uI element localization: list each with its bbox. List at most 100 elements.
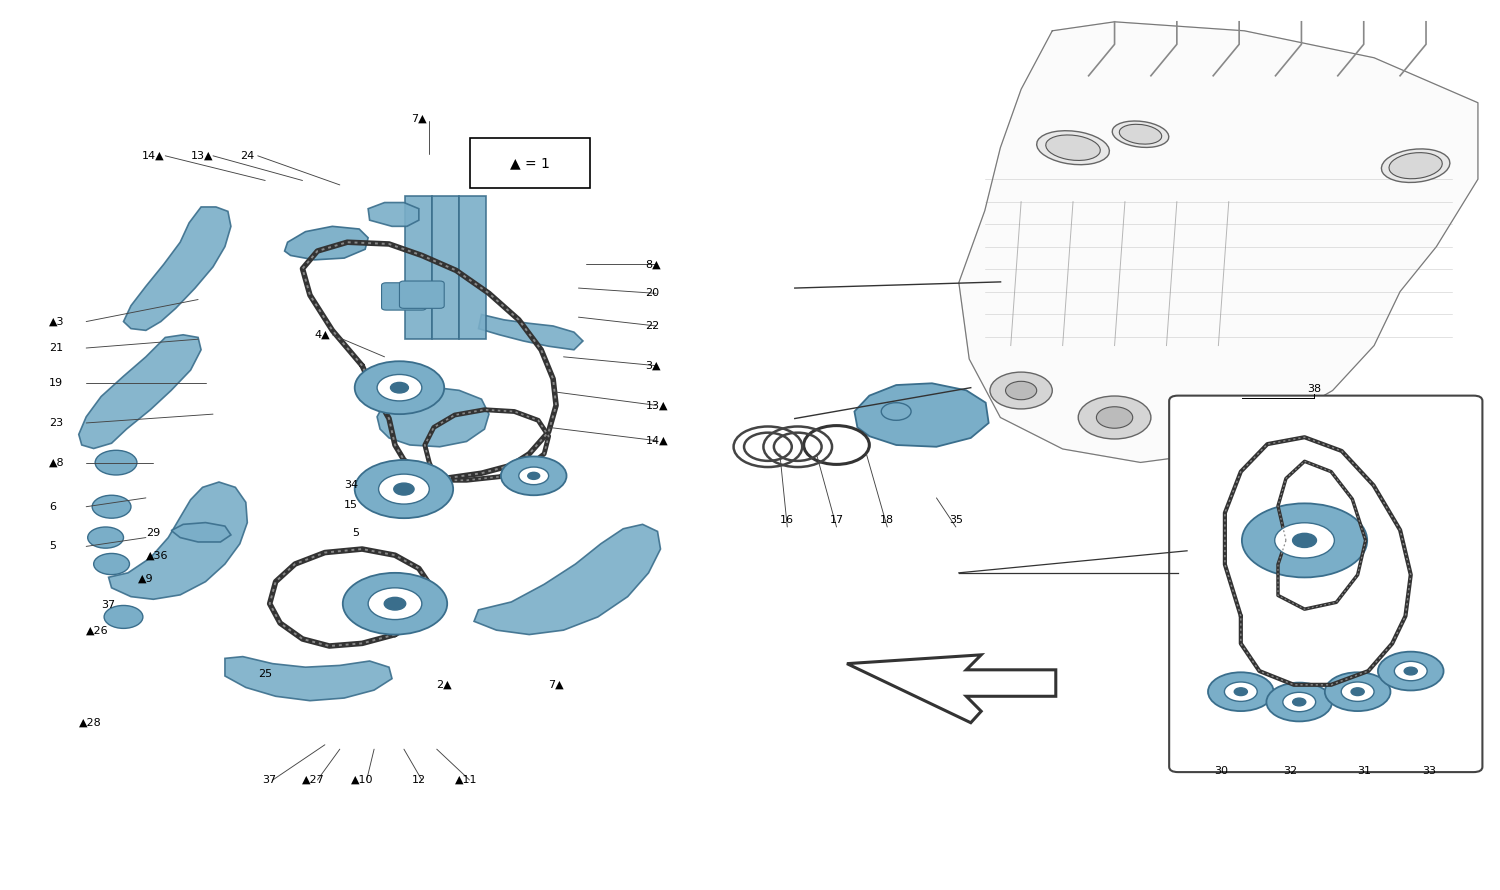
- Circle shape: [384, 597, 405, 610]
- Text: 14▲: 14▲: [645, 435, 668, 446]
- Text: 4▲: 4▲: [315, 330, 330, 340]
- Circle shape: [1005, 381, 1036, 400]
- Text: 19: 19: [50, 378, 63, 388]
- Ellipse shape: [1046, 135, 1101, 160]
- Circle shape: [354, 361, 444, 414]
- Text: 20: 20: [645, 288, 660, 298]
- Circle shape: [92, 495, 130, 518]
- Ellipse shape: [1382, 149, 1450, 182]
- Circle shape: [1178, 417, 1239, 454]
- Circle shape: [1234, 688, 1248, 696]
- Text: 13▲: 13▲: [192, 150, 214, 161]
- Circle shape: [94, 450, 136, 475]
- Circle shape: [378, 474, 429, 504]
- Text: 35: 35: [950, 515, 963, 525]
- Polygon shape: [855, 384, 988, 447]
- Circle shape: [1282, 692, 1316, 712]
- Circle shape: [528, 473, 540, 480]
- Text: ▲3: ▲3: [50, 317, 64, 327]
- Polygon shape: [225, 657, 392, 700]
- Text: 38: 38: [1306, 384, 1322, 394]
- Circle shape: [87, 527, 123, 548]
- Text: 24: 24: [240, 150, 255, 161]
- Polygon shape: [459, 197, 486, 339]
- Circle shape: [1078, 396, 1150, 439]
- FancyBboxPatch shape: [470, 138, 591, 188]
- Circle shape: [1293, 533, 1317, 547]
- Circle shape: [1266, 683, 1332, 722]
- Polygon shape: [478, 314, 584, 350]
- Circle shape: [1275, 522, 1335, 558]
- Polygon shape: [285, 226, 368, 260]
- Circle shape: [390, 383, 408, 393]
- Text: 21: 21: [50, 343, 63, 353]
- Text: 3▲: 3▲: [645, 360, 662, 370]
- Polygon shape: [171, 522, 231, 542]
- Text: ▲28: ▲28: [78, 717, 102, 728]
- Text: 14▲: 14▲: [142, 150, 165, 161]
- Circle shape: [990, 372, 1053, 409]
- Text: ▲27: ▲27: [302, 775, 324, 785]
- Text: 25: 25: [258, 669, 273, 679]
- Ellipse shape: [1389, 153, 1443, 179]
- Text: ▲8: ▲8: [50, 457, 64, 467]
- Circle shape: [1324, 672, 1390, 711]
- Circle shape: [368, 587, 422, 619]
- Circle shape: [93, 554, 129, 575]
- Circle shape: [1096, 407, 1132, 428]
- Text: ▲26: ▲26: [86, 625, 109, 635]
- Ellipse shape: [1036, 131, 1110, 165]
- Polygon shape: [474, 524, 660, 635]
- FancyBboxPatch shape: [381, 283, 426, 310]
- Circle shape: [344, 573, 447, 635]
- Polygon shape: [123, 207, 231, 330]
- Text: 5: 5: [351, 528, 358, 538]
- Circle shape: [104, 605, 142, 628]
- FancyBboxPatch shape: [399, 281, 444, 308]
- Text: 32: 32: [1282, 766, 1298, 776]
- Polygon shape: [376, 387, 489, 447]
- Text: 18: 18: [880, 515, 894, 525]
- Text: ▲11: ▲11: [456, 775, 478, 785]
- Circle shape: [1395, 661, 1426, 681]
- Text: ▲36: ▲36: [146, 550, 168, 560]
- Text: ▲ = 1: ▲ = 1: [510, 156, 550, 170]
- Text: 34: 34: [345, 480, 358, 490]
- Text: 37: 37: [262, 775, 276, 785]
- Text: 8▲: 8▲: [645, 259, 662, 270]
- Polygon shape: [958, 21, 1478, 463]
- Circle shape: [376, 375, 422, 400]
- Circle shape: [1404, 668, 1417, 675]
- Text: 2▲: 2▲: [436, 680, 451, 690]
- Text: 16: 16: [780, 515, 795, 525]
- Text: ▲9: ▲9: [138, 574, 154, 584]
- Text: 33: 33: [1422, 766, 1436, 776]
- Text: 23: 23: [50, 418, 63, 428]
- Circle shape: [1352, 688, 1364, 696]
- Text: 6: 6: [50, 502, 55, 512]
- Circle shape: [1341, 682, 1374, 701]
- Text: 30: 30: [1215, 766, 1228, 776]
- Circle shape: [1208, 672, 1274, 711]
- Polygon shape: [108, 482, 248, 599]
- Circle shape: [1192, 426, 1224, 445]
- Ellipse shape: [1119, 125, 1161, 144]
- Polygon shape: [78, 335, 201, 449]
- Ellipse shape: [1112, 121, 1168, 148]
- Text: 29: 29: [146, 528, 160, 538]
- Text: 12: 12: [413, 775, 426, 785]
- Circle shape: [1242, 504, 1366, 578]
- Circle shape: [1224, 682, 1257, 701]
- Text: 7▲: 7▲: [549, 680, 564, 690]
- Text: 5: 5: [50, 541, 55, 552]
- Text: 22: 22: [645, 321, 660, 331]
- Text: ▲10: ▲10: [351, 775, 374, 785]
- Circle shape: [519, 467, 549, 485]
- FancyBboxPatch shape: [1168, 396, 1482, 773]
- Polygon shape: [368, 203, 419, 226]
- Circle shape: [882, 402, 910, 420]
- Text: 17: 17: [830, 515, 843, 525]
- Circle shape: [1293, 698, 1306, 706]
- Polygon shape: [432, 197, 459, 339]
- Circle shape: [394, 483, 414, 495]
